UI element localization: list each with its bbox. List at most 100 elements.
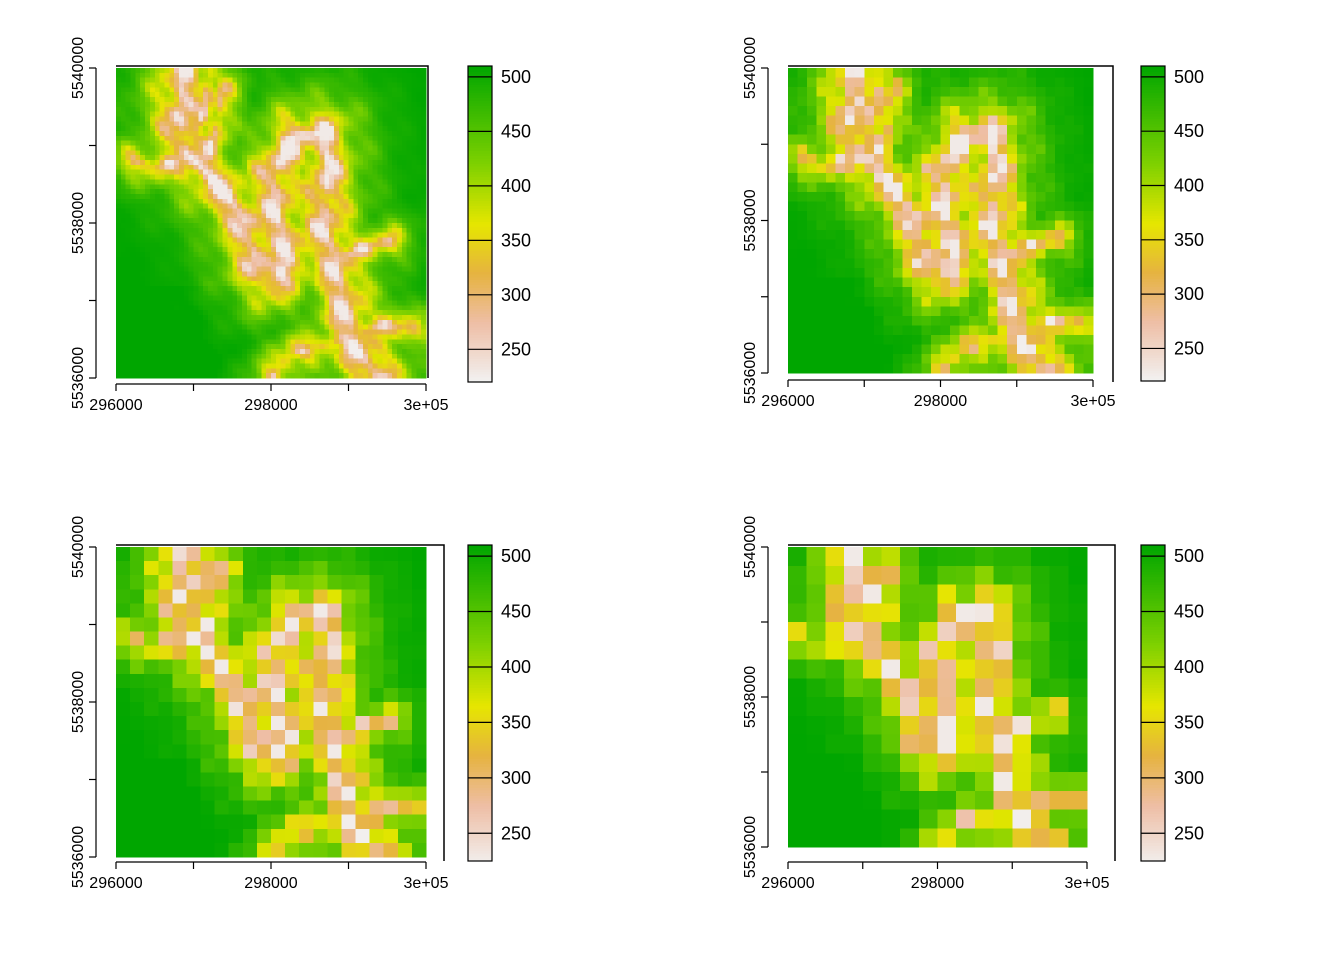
- raster-cell: [125, 208, 132, 214]
- raster-cell: [416, 348, 422, 355]
- raster-cell: [902, 172, 913, 183]
- raster-cell: [392, 150, 398, 156]
- raster-cell: [145, 266, 151, 273]
- raster-cell: [237, 271, 243, 277]
- raster-cell: [222, 72, 228, 79]
- raster-cell: [396, 121, 403, 127]
- raster-cell: [125, 87, 132, 93]
- raster-cell: [116, 247, 122, 253]
- raster-cell: [338, 189, 345, 195]
- raster-cell: [285, 329, 291, 335]
- raster-cell: [314, 77, 321, 84]
- raster-cell: [188, 256, 195, 263]
- raster-cell: [203, 348, 209, 355]
- raster-grid: [788, 68, 1094, 374]
- raster-cell: [251, 339, 258, 345]
- raster-cell: [387, 116, 393, 122]
- raster-cell: [232, 324, 238, 331]
- raster-cell: [203, 353, 209, 360]
- raster-cell: [988, 96, 999, 107]
- raster-cell: [145, 218, 151, 224]
- raster-cell: [246, 319, 253, 326]
- raster-cell: [280, 305, 287, 311]
- raster-cell: [159, 348, 166, 355]
- raster-cell: [1016, 163, 1027, 174]
- raster-cell: [372, 160, 379, 166]
- raster-cell: [208, 189, 214, 195]
- raster-cell: [1083, 230, 1094, 241]
- raster-cell: [178, 363, 185, 369]
- raster-cell: [266, 261, 272, 268]
- raster-cell: [797, 172, 808, 183]
- raster-cell: [212, 174, 219, 180]
- raster-cell: [271, 92, 277, 98]
- raster-cell: [198, 329, 204, 335]
- raster-cell: [959, 163, 970, 174]
- raster-cell: [140, 126, 146, 132]
- raster-cell: [845, 230, 856, 241]
- raster-cell: [353, 208, 359, 214]
- raster-cell: [406, 135, 413, 142]
- raster-cell: [406, 300, 413, 306]
- raster-cell: [382, 169, 388, 176]
- raster-cell: [251, 150, 258, 156]
- raster-cell: [372, 111, 379, 118]
- raster-cell: [353, 189, 359, 195]
- raster-cell: [169, 160, 175, 166]
- raster-cell: [217, 160, 224, 166]
- raster-cell: [940, 125, 951, 136]
- raster-cell: [367, 344, 374, 350]
- raster-cell: [300, 179, 306, 185]
- raster-cell: [338, 237, 345, 243]
- raster-cell: [807, 144, 818, 155]
- raster-cell: [329, 116, 335, 122]
- raster-cell: [382, 237, 388, 243]
- raster-cell: [319, 261, 325, 268]
- raster-cell: [406, 329, 413, 335]
- raster-cell: [241, 126, 248, 132]
- raster-cell: [816, 115, 827, 126]
- raster-cell: [217, 135, 224, 142]
- panel-1: 296000 298000 3e+0555360005538000554000025…: [70, 37, 531, 414]
- raster-cell: [271, 121, 277, 127]
- raster-cell: [1026, 144, 1037, 155]
- raster-cell: [363, 82, 369, 88]
- raster-cell: [120, 87, 127, 93]
- raster-cell: [232, 290, 238, 297]
- raster-cell: [130, 87, 136, 93]
- raster-cell: [324, 68, 330, 74]
- raster-cell: [940, 268, 951, 279]
- raster-cell: [387, 126, 393, 132]
- raster-cell: [266, 82, 272, 88]
- raster-cell: [169, 101, 175, 108]
- raster-cell: [324, 130, 330, 137]
- raster-cell: [227, 121, 233, 127]
- raster-cell: [358, 348, 364, 355]
- raster-cell: [1007, 68, 1018, 79]
- raster-cell: [416, 227, 422, 234]
- raster-cell: [396, 130, 403, 137]
- raster-cell: [338, 310, 345, 316]
- raster-cell: [309, 135, 316, 142]
- raster-cell: [978, 201, 989, 212]
- raster-cell: [280, 101, 287, 108]
- raster-cell: [382, 285, 388, 292]
- raster-cell: [193, 358, 199, 365]
- raster-cell: [845, 268, 856, 279]
- raster-cell: [358, 135, 364, 142]
- raster-cell: [338, 358, 345, 365]
- raster-cell: [854, 182, 865, 193]
- raster-cell: [304, 266, 311, 273]
- raster-cell: [227, 111, 233, 118]
- raster-cell: [300, 116, 306, 122]
- raster-cell: [1016, 239, 1027, 250]
- raster-cell: [188, 358, 195, 365]
- raster-cell: [193, 72, 199, 79]
- raster-cell: [324, 281, 330, 287]
- raster-cell: [237, 160, 243, 166]
- raster-cell: [116, 77, 122, 84]
- raster-cell: [416, 315, 422, 321]
- raster-cell: [353, 179, 359, 185]
- raster-cell: [358, 281, 364, 287]
- raster-cell: [329, 339, 335, 345]
